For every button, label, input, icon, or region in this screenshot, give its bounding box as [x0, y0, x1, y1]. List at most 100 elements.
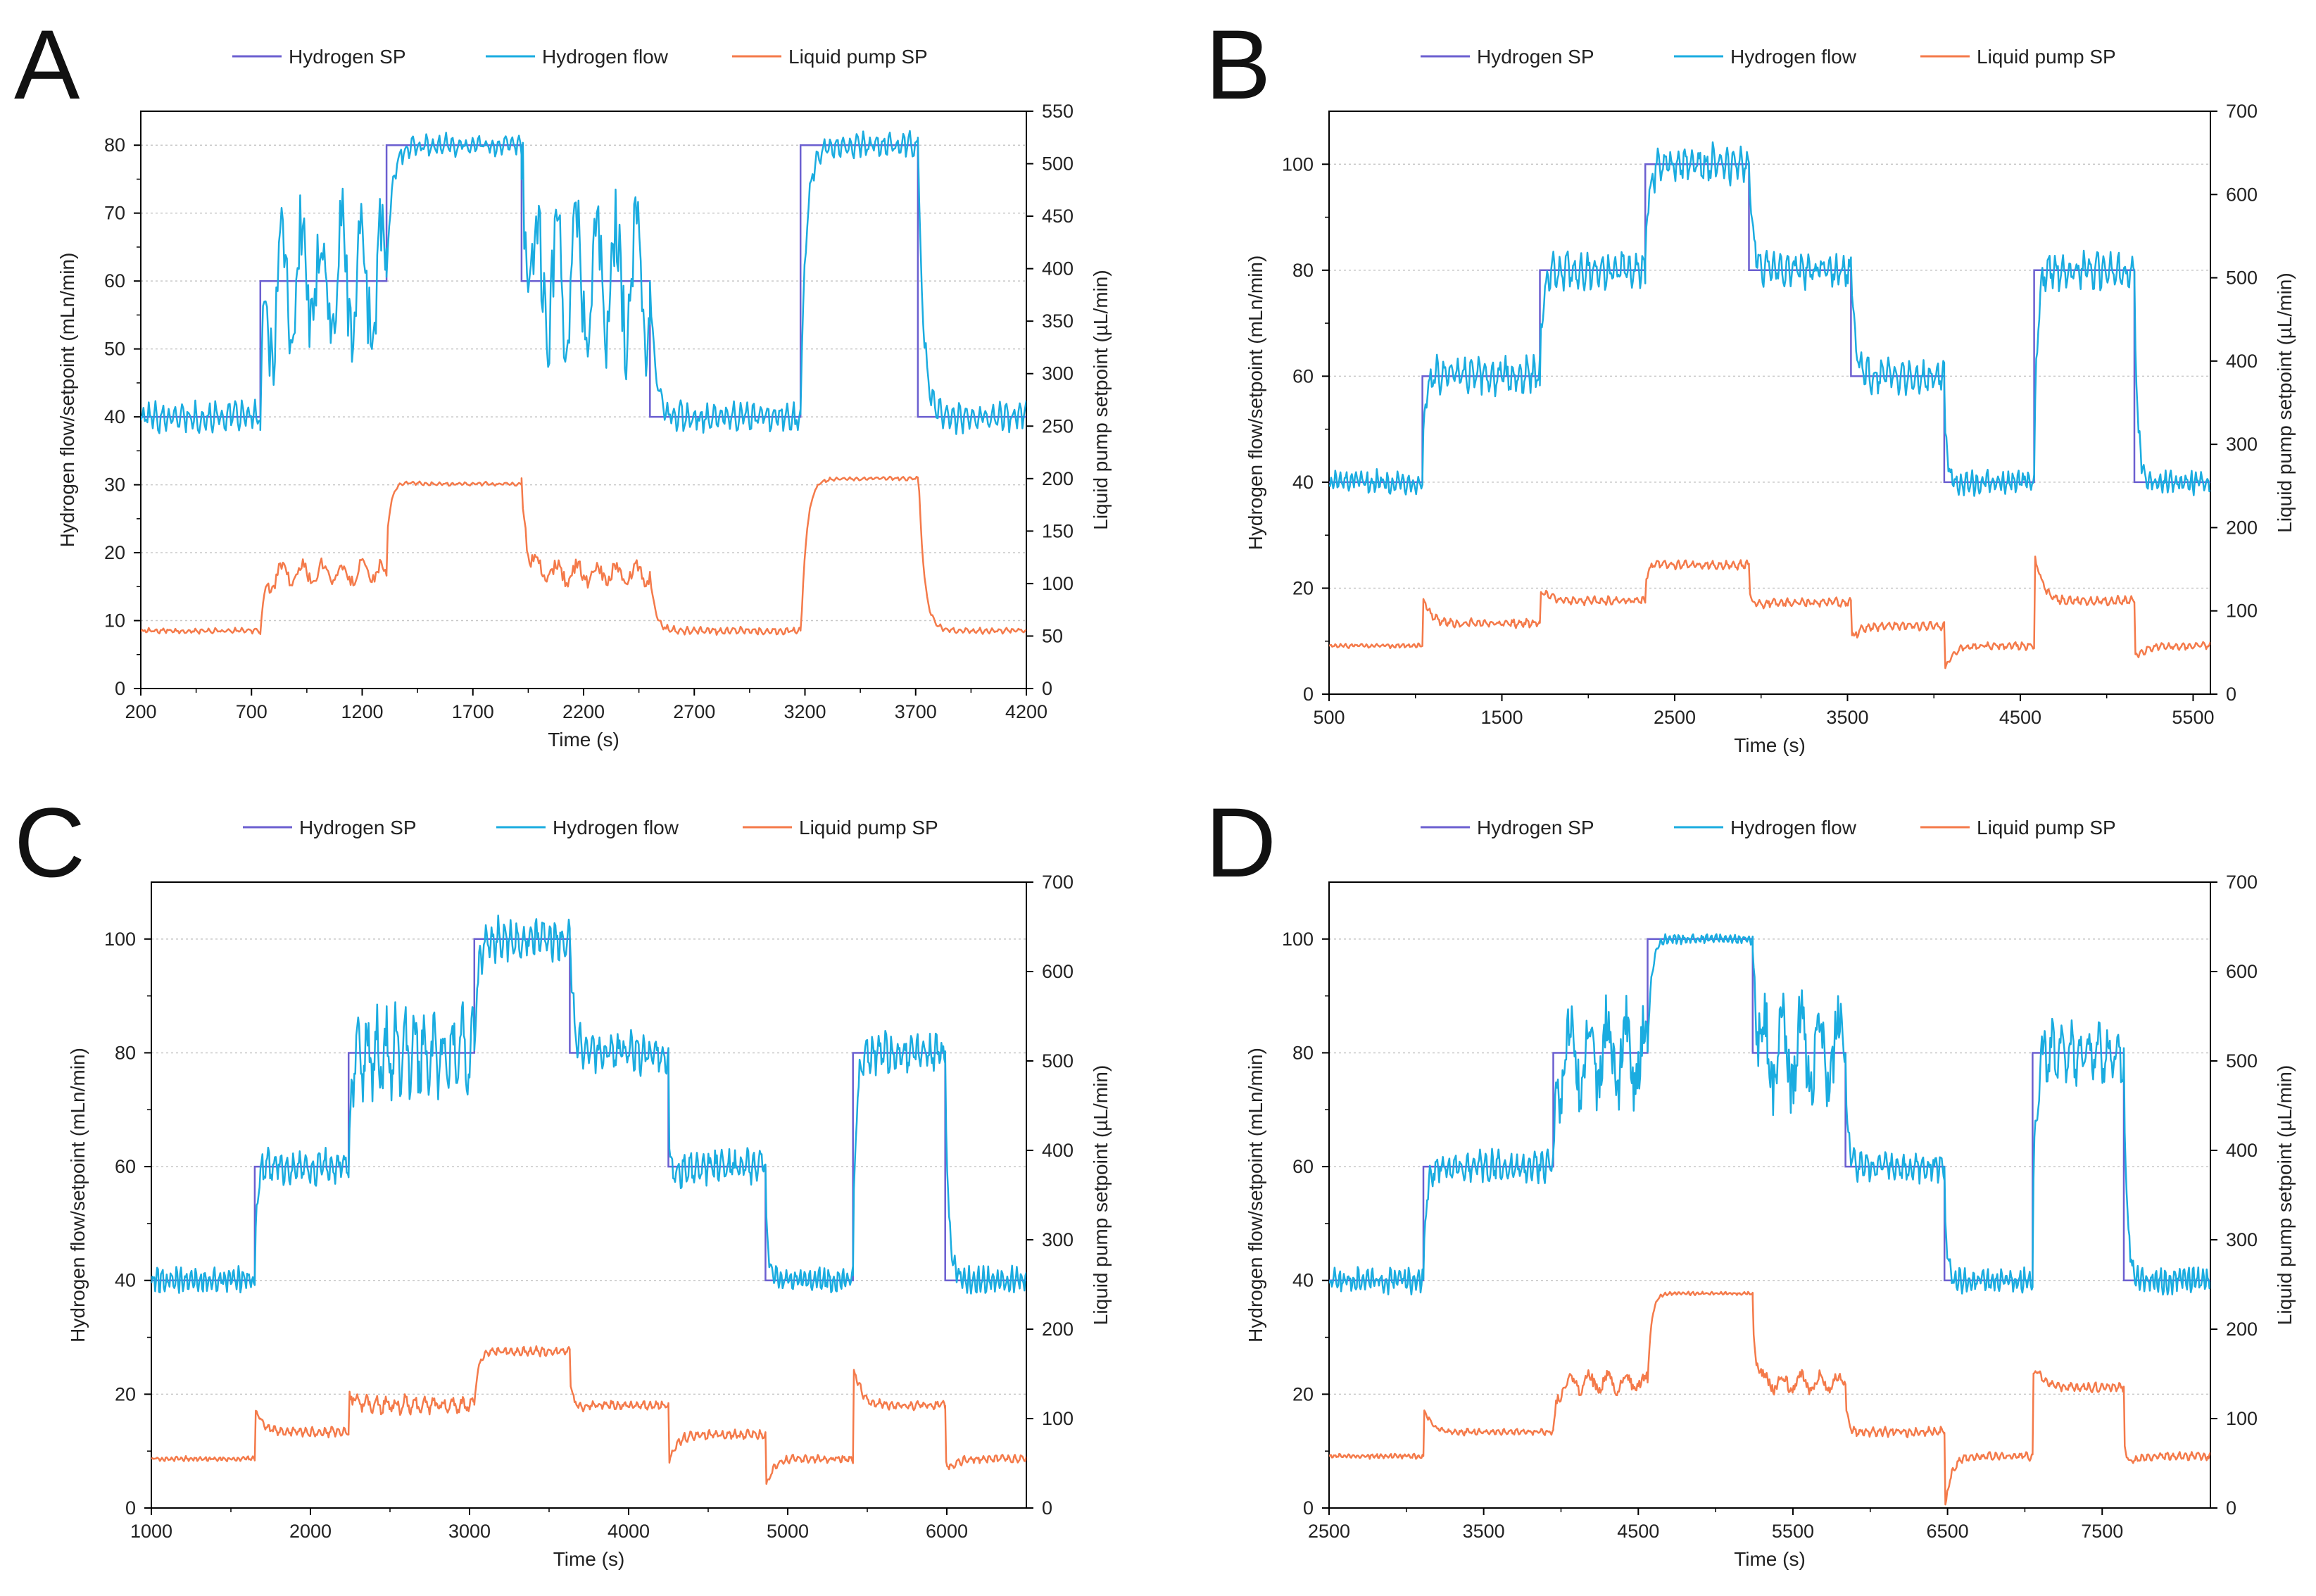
x-tick-label: 200 [125, 701, 156, 722]
y2-tick-label: 700 [1042, 872, 1074, 893]
y-tick-label: 100 [1282, 929, 1314, 950]
x-tick-label: 2500 [1308, 1521, 1350, 1542]
x-tick-label: 3500 [1463, 1521, 1505, 1542]
y2-tick-label: 400 [2226, 1140, 2258, 1161]
x-tick-label: 500 [1313, 707, 1345, 728]
y2-tick-label: 300 [1042, 363, 1074, 384]
y2-axis-label: Liquid pump setpoint (µL/min) [1090, 270, 1112, 529]
legend-liquid-pump-sp: Liquid pump SP [732, 46, 928, 68]
y2-axis-label: Liquid pump setpoint (µL/min) [1090, 1065, 1112, 1325]
x-tick-label: 5500 [2172, 707, 2214, 728]
y-tick-label: 40 [104, 406, 125, 427]
series-hydrogen-flow [1329, 141, 2210, 497]
y2-tick-label: 600 [2226, 961, 2258, 982]
y2-tick-label: 500 [1042, 1050, 1074, 1072]
y-tick-label: 80 [115, 1042, 136, 1063]
y-tick-label: 20 [1292, 1383, 1314, 1405]
plot-frame [140, 111, 1027, 689]
legend-label: Hydrogen flow [542, 46, 669, 68]
panel-letter: D [1205, 787, 1276, 898]
x-tick-label: 700 [236, 701, 268, 722]
y-tick-label: 40 [115, 1270, 136, 1291]
x-tick-label: 3500 [1826, 707, 1868, 728]
legend-liquid-pump-sp: Liquid pump SP [743, 817, 938, 838]
legend-label: Hydrogen flow [1730, 46, 1857, 68]
y-axis-label: Hydrogen flow/setpoint (mLn/min) [1245, 256, 1266, 551]
y2-tick-label: 500 [2226, 268, 2258, 289]
y2-tick-label: 700 [2226, 101, 2258, 122]
legend-liquid-pump-sp: Liquid pump SP [1920, 46, 2116, 68]
x-tick-label: 4200 [1005, 701, 1047, 722]
panel-c: C Hydrogen SP Hydrogen flow Liquid pump SP 1… [14, 787, 1112, 1570]
y-tick-label: 60 [1292, 1156, 1314, 1177]
y-tick-label: 20 [104, 542, 125, 563]
x-axis-label: Time (s) [548, 729, 619, 750]
series-group [1329, 933, 2210, 1506]
x-tick-label: 3700 [895, 701, 937, 722]
x-tick-label: 5000 [767, 1521, 809, 1542]
x-tick-label: 3200 [783, 701, 826, 722]
y2-tick-label: 0 [2226, 1497, 2236, 1519]
x-tick-label: 4500 [1999, 707, 2041, 728]
legend-label: Hydrogen SP [1477, 46, 1594, 68]
series-liquid-pump-sp [1329, 555, 2210, 670]
plot-frame [1328, 881, 2211, 1509]
x-tick-label: 6500 [1927, 1521, 1969, 1542]
y2-tick-label: 50 [1042, 625, 1063, 646]
y2-tick-label: 600 [2226, 184, 2258, 205]
y2-tick-label: 400 [2226, 351, 2258, 372]
y2-axis-label: Liquid pump setpoint (µL/min) [2274, 1065, 2296, 1325]
series-liquid-pump-sp [151, 1345, 1026, 1485]
y2-tick-label: 100 [1042, 573, 1074, 594]
x-tick-label: 2700 [673, 701, 715, 722]
y-axis-label: Hydrogen flow/setpoint (mLn/min) [56, 253, 78, 548]
y-tick-label: 0 [125, 1497, 136, 1519]
y2-axis-label: Liquid pump setpoint (µL/min) [2274, 272, 2296, 532]
series-hydrogen-sp [151, 938, 1026, 1281]
y-tick-label: 40 [1292, 1270, 1314, 1291]
x-tick-label: 2000 [289, 1521, 332, 1542]
y2-tick-label: 300 [2226, 434, 2258, 455]
x-tick-label: 6000 [926, 1521, 968, 1542]
series-hydrogen-sp [1329, 163, 2210, 484]
legend-label: Liquid pump SP [1977, 46, 2116, 68]
y-tick-label: 100 [104, 929, 136, 950]
y2-tick-label: 200 [1042, 1319, 1074, 1340]
legend-hydrogen-flow: Hydrogen flow [1674, 817, 1857, 838]
y-tick-label: 80 [1292, 260, 1314, 281]
y2-tick-label: 400 [1042, 1140, 1074, 1161]
y2-tick-label: 200 [2226, 1319, 2258, 1340]
x-tick-label: 1000 [130, 1521, 172, 1542]
panel-letter: C [14, 787, 85, 898]
y2-tick-label: 350 [1042, 310, 1074, 332]
y-tick-label: 60 [1292, 365, 1314, 387]
x-tick-label: 3000 [448, 1521, 491, 1542]
y-axis-label: Hydrogen flow/setpoint (mLn/min) [67, 1048, 89, 1343]
legend-hydrogen-sp: Hydrogen SP [1421, 817, 1594, 838]
y-tick-label: 50 [104, 339, 125, 360]
legend-hydrogen-sp: Hydrogen SP [1421, 46, 1594, 68]
y2-tick-label: 250 [1042, 415, 1074, 436]
y-axis-label: Hydrogen flow/setpoint (mLn/min) [1245, 1048, 1266, 1343]
series-hydrogen-flow [1329, 933, 2210, 1296]
x-tick-label: 7500 [2081, 1521, 2123, 1542]
x-tick-label: 5500 [1772, 1521, 1814, 1542]
y-tick-label: 20 [115, 1383, 136, 1405]
y2-tick-label: 300 [2226, 1229, 2258, 1250]
x-axis-label: Time (s) [1734, 1548, 1806, 1570]
plot-frame [151, 881, 1027, 1509]
legend-label: Liquid pump SP [1977, 817, 2116, 838]
legend-label: Liquid pump SP [799, 817, 938, 838]
legend-hydrogen-sp: Hydrogen SP [243, 817, 417, 838]
legend-label: Hydrogen SP [1477, 817, 1594, 838]
y-tick-label: 0 [115, 678, 125, 699]
y-tick-label: 100 [1282, 153, 1314, 175]
series-hydrogen-flow [141, 130, 1026, 435]
legend-label: Liquid pump SP [788, 46, 928, 68]
series-liquid-pump-sp [141, 475, 1026, 636]
x-tick-label: 1200 [341, 701, 383, 722]
y2-tick-label: 200 [2226, 517, 2258, 538]
y-tick-label: 10 [104, 610, 125, 632]
y2-tick-label: 0 [1042, 1497, 1052, 1519]
y2-tick-label: 150 [1042, 520, 1074, 541]
